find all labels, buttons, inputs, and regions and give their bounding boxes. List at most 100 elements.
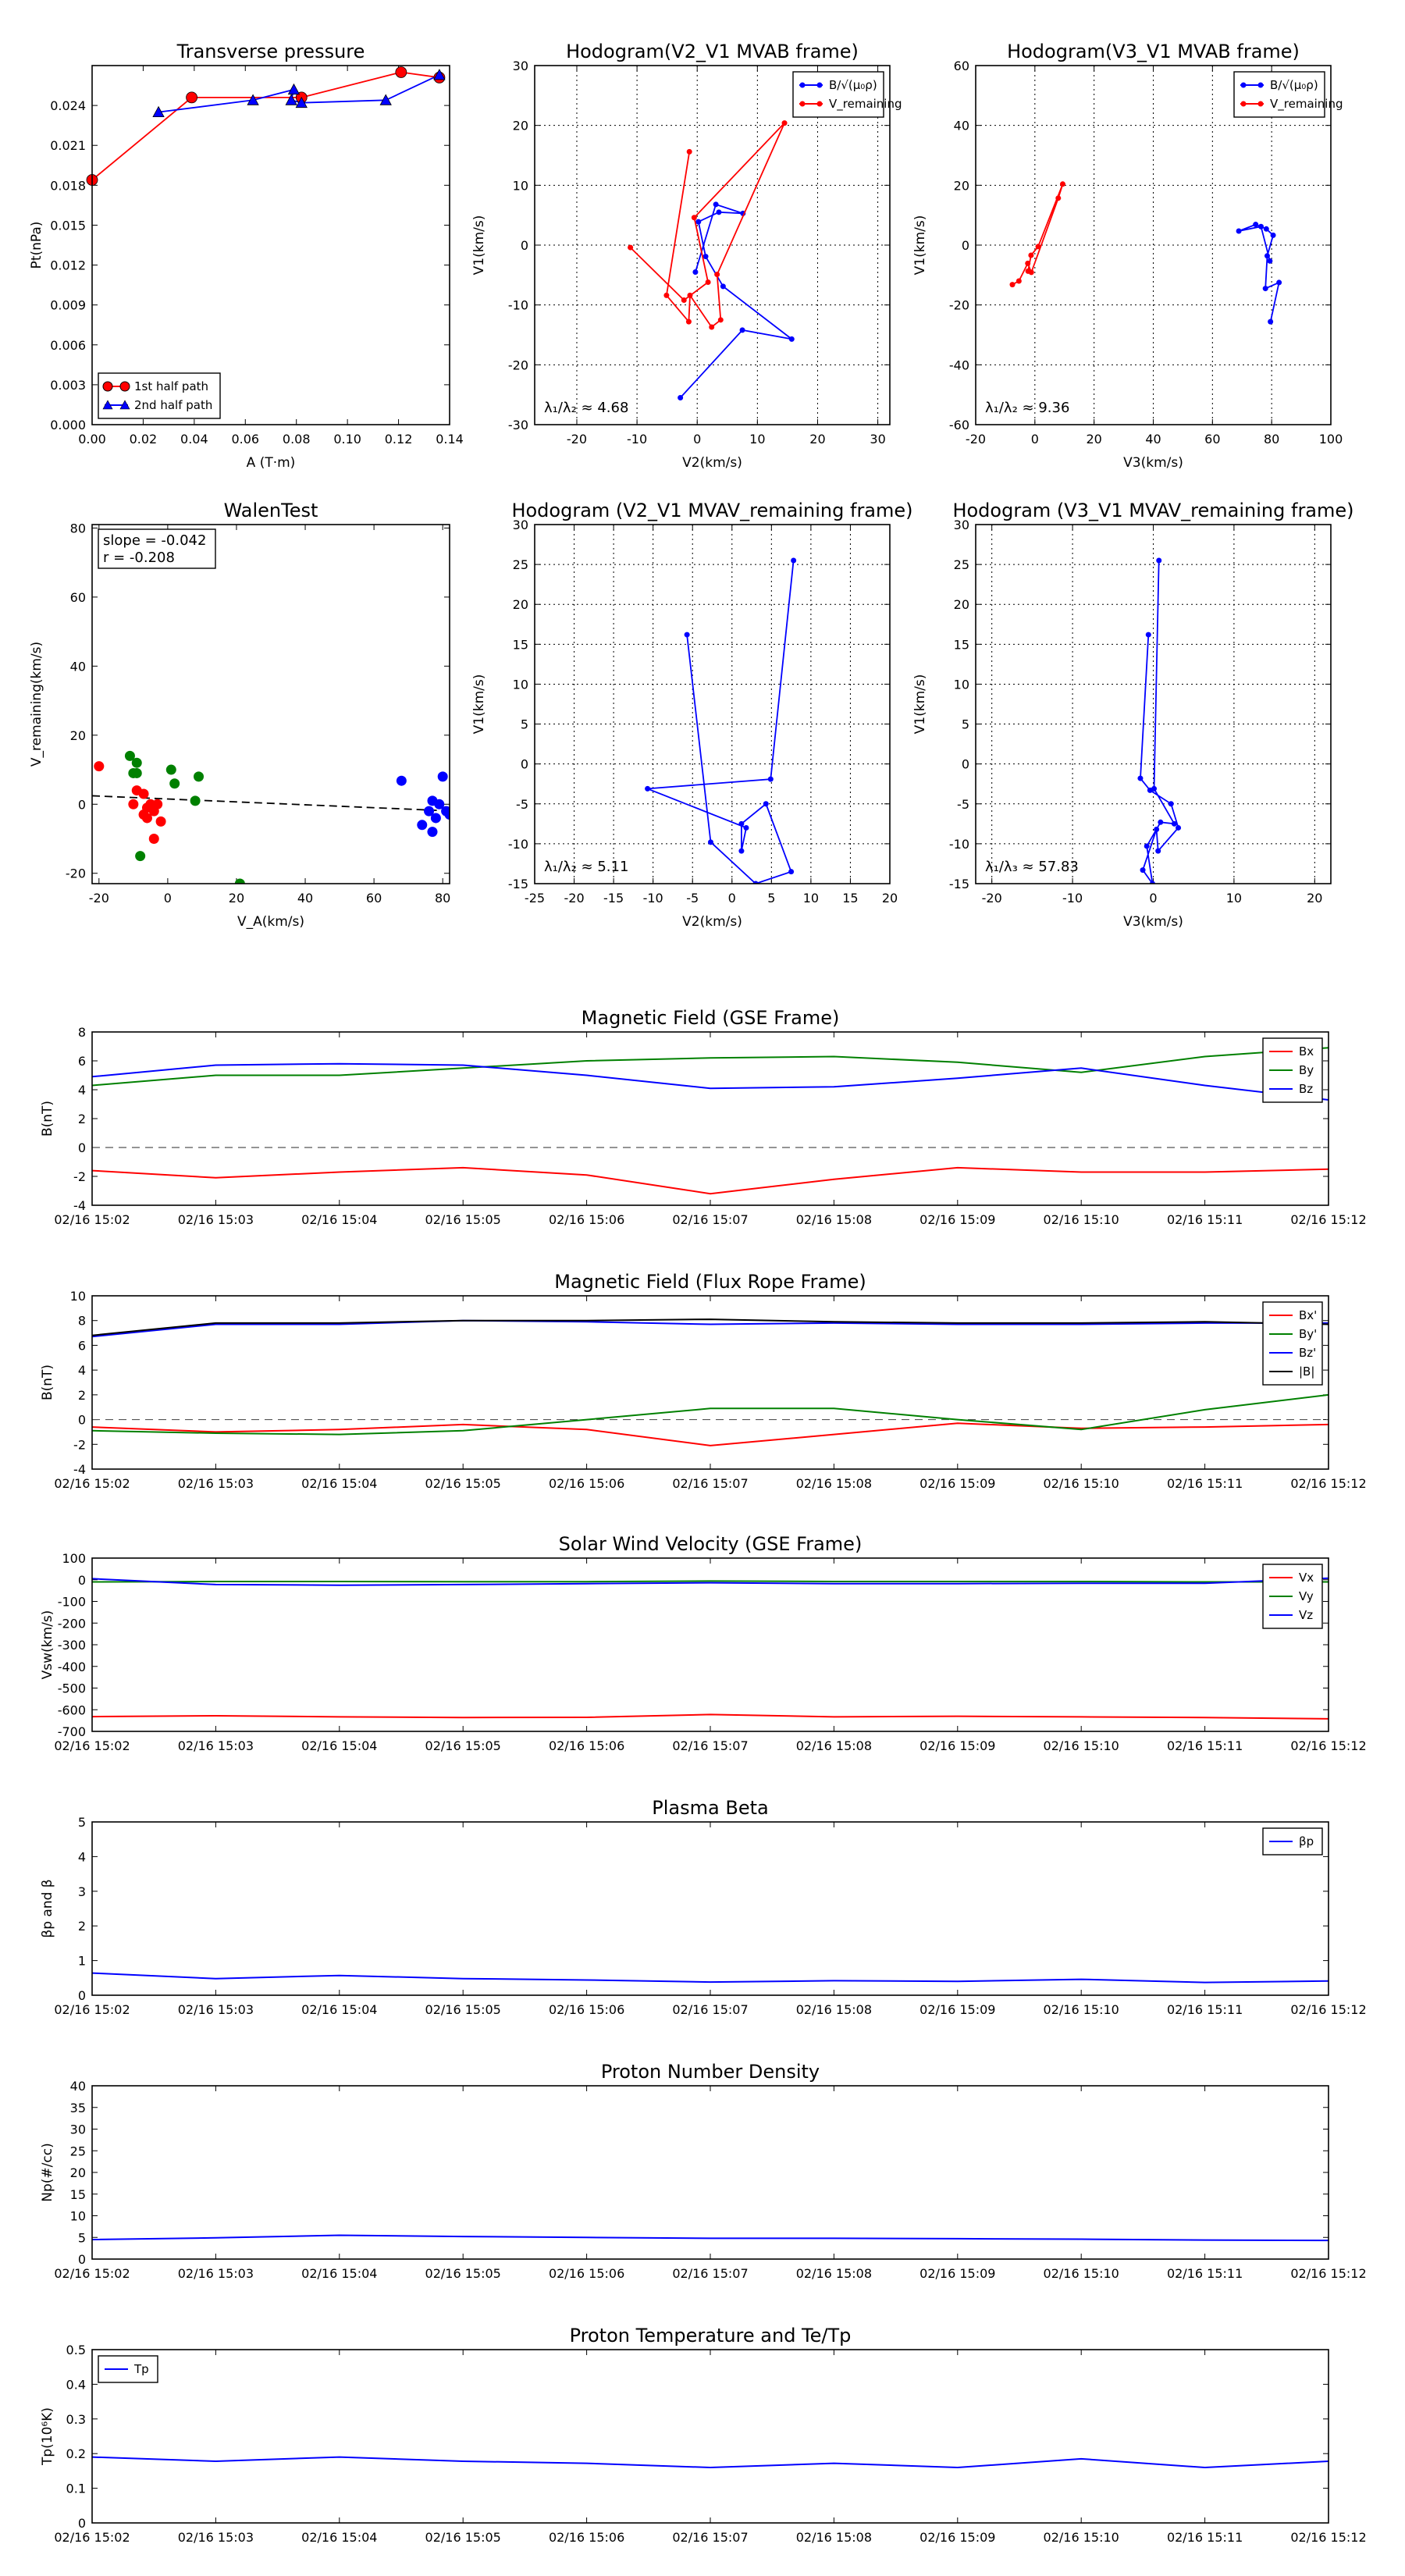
y-tick-label: -10 <box>949 837 969 852</box>
x-tick-label: 0.10 <box>333 432 361 447</box>
x-tick-label: 20 <box>229 891 244 906</box>
x-axis-label: V2(km/s) <box>682 914 742 930</box>
axes-frame <box>91 65 450 425</box>
series-line-Vx <box>92 1713 1329 1720</box>
data-point <box>1171 820 1177 827</box>
x-tick-label: 02/16 15:06 <box>549 2530 624 2545</box>
data-point <box>1009 282 1016 288</box>
y-tick-label: 0 <box>78 2516 86 2531</box>
x-tick-label: 02/16 15:05 <box>425 2530 501 2545</box>
axes-frame <box>91 2349 1329 2524</box>
x-tick-label: 02/16 15:07 <box>672 2266 748 2281</box>
x-tick-label: 02/16 15:08 <box>796 1738 872 1753</box>
y-axis-label: V1(km/s) <box>471 674 487 735</box>
x-tick-label: 02/16 15:04 <box>301 1212 377 1227</box>
y-tick-label: 0.021 <box>50 138 86 153</box>
y-tick-label: -500 <box>58 1681 86 1696</box>
x-tick-label: 80 <box>435 891 450 906</box>
data-point <box>1268 318 1274 325</box>
data-point <box>714 272 720 278</box>
data-point <box>707 839 713 845</box>
y-tick-label: 100 <box>62 1551 86 1566</box>
y-tick-label: 4 <box>78 1849 86 1864</box>
data-point <box>1176 824 1182 831</box>
y-tick-label: 2 <box>78 1919 86 1934</box>
x-tick-label: 0 <box>1149 891 1157 906</box>
data-point <box>687 292 693 298</box>
data-point <box>678 395 684 400</box>
data-point <box>1168 801 1174 807</box>
y-tick-label: 5 <box>78 1815 86 1830</box>
data-point <box>141 813 152 824</box>
y-tick-label: 4 <box>78 1363 86 1378</box>
chart-title: Plasma Beta <box>652 1797 768 1819</box>
data-point <box>1016 278 1022 284</box>
y-tick-label: 0.2 <box>66 2446 86 2461</box>
y-axis-label: B(nT) <box>40 1364 55 1400</box>
y-tick-label: -10 <box>508 298 528 313</box>
data-point <box>1055 195 1062 201</box>
legend-entry: Vz <box>1299 1608 1313 1622</box>
y-tick-label: 8 <box>78 1314 86 1329</box>
data-point <box>148 834 159 844</box>
data-point <box>430 813 441 824</box>
data-point <box>716 209 722 215</box>
data-point <box>1156 557 1162 564</box>
x-tick-label: 02/16 15:07 <box>672 1212 748 1227</box>
x-tick-label: 02/16 15:11 <box>1167 1738 1243 1753</box>
data-point <box>686 148 692 155</box>
x-tick-label: 02/16 15:06 <box>549 2002 624 2017</box>
y-tick-label: 40 <box>70 2079 86 2094</box>
legend: βp <box>1262 1827 1323 1856</box>
data-point <box>663 292 670 298</box>
x-tick-label: -25 <box>525 891 545 906</box>
y-tick-label: 4 <box>78 1083 86 1098</box>
y-tick-label: 40 <box>954 119 969 133</box>
data-point <box>788 869 795 875</box>
y-tick-label: 25 <box>513 557 528 572</box>
x-tick-label: 80 <box>1264 432 1279 447</box>
data-point <box>705 279 711 286</box>
data-point <box>781 120 788 126</box>
chart-title: Magnetic Field (Flux Rope Frame) <box>554 1271 866 1293</box>
x-tick-label: 02/16 15:06 <box>549 1738 624 1753</box>
y-tick-label: 6 <box>78 1054 86 1069</box>
x-tick-label: 02/16 15:09 <box>919 2266 995 2281</box>
y-tick-label: 0.000 <box>50 418 86 432</box>
legend: Vx Vy Vz <box>1262 1564 1323 1629</box>
x-axis-label: A (T·m) <box>247 455 296 471</box>
legend-entry: Vx <box>1299 1571 1314 1585</box>
y-tick-label: 5 <box>962 717 969 732</box>
y-tick-label: -20 <box>949 298 969 313</box>
y-tick-label: 0.4 <box>66 2377 86 2392</box>
x-tick-label: 02/16 15:12 <box>1290 1476 1366 1491</box>
x-tick-label: 02/16 15:08 <box>796 2002 872 2017</box>
x-tick-label: 02/16 15:08 <box>796 1212 872 1227</box>
series-line-0 <box>92 2234 1329 2242</box>
series-line-Bx <box>92 1166 1329 1195</box>
y-tick-label: 5 <box>521 717 528 732</box>
data-point <box>1145 632 1151 638</box>
data-point <box>645 785 651 792</box>
x-tick-label: -20 <box>564 891 584 906</box>
data-point <box>1137 775 1144 781</box>
legend-entry: Bx' <box>1299 1308 1317 1322</box>
data-point <box>684 632 690 638</box>
y-tick-label: 0 <box>78 2252 86 2267</box>
x-tick-label: 02/16 15:11 <box>1167 1212 1243 1227</box>
x-tick-label: 02/16 15:02 <box>54 1738 130 1753</box>
x-tick-label: 0.06 <box>231 432 259 447</box>
legend-entry: βp <box>1299 1834 1314 1848</box>
data-point <box>713 201 719 208</box>
y-tick-label: -4 <box>73 1198 86 1213</box>
legend: Tp <box>98 2355 158 2383</box>
y-tick-label: -30 <box>508 418 528 432</box>
data-point <box>155 816 166 827</box>
x-tick-label: 100 <box>1319 432 1343 447</box>
data-point <box>1025 268 1031 274</box>
series-line-βp <box>92 1972 1329 1984</box>
x-tick-label: 02/16 15:07 <box>672 1738 748 1753</box>
series-line-V_remaining <box>629 122 785 329</box>
chart-tpr: 02/16 15:02 02/16 15:03 02/16 15:04 02/16 1… <box>40 2325 1367 2545</box>
series-line-Bz' <box>92 1319 1329 1338</box>
